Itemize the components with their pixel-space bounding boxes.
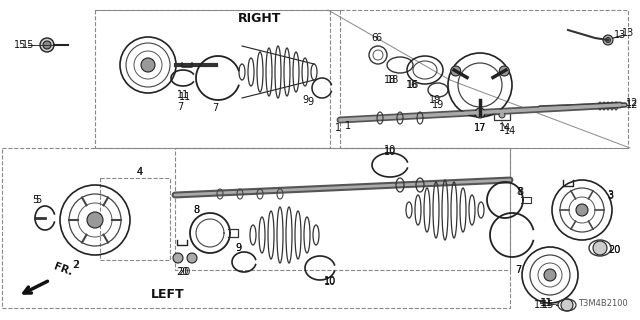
Text: 9: 9 bbox=[235, 243, 241, 253]
Text: 4: 4 bbox=[137, 167, 143, 177]
Circle shape bbox=[499, 112, 505, 118]
Text: 20: 20 bbox=[176, 267, 188, 277]
Text: 12: 12 bbox=[626, 100, 638, 110]
Text: 20: 20 bbox=[608, 245, 620, 255]
Text: 20: 20 bbox=[178, 267, 190, 277]
Text: 15: 15 bbox=[534, 300, 546, 310]
Text: 7: 7 bbox=[212, 103, 218, 113]
Text: 7: 7 bbox=[515, 265, 521, 275]
Circle shape bbox=[576, 204, 588, 216]
Text: LEFT: LEFT bbox=[151, 289, 185, 301]
Text: 8: 8 bbox=[516, 187, 522, 197]
Text: 2: 2 bbox=[73, 260, 79, 270]
Text: 9: 9 bbox=[235, 243, 241, 253]
Circle shape bbox=[544, 269, 556, 281]
Circle shape bbox=[593, 241, 607, 255]
Text: 12: 12 bbox=[626, 98, 638, 108]
Text: 6: 6 bbox=[371, 33, 377, 43]
Text: T3M4B2100: T3M4B2100 bbox=[579, 299, 628, 308]
Text: 16: 16 bbox=[407, 80, 419, 90]
Text: 10: 10 bbox=[384, 145, 396, 155]
Text: 1: 1 bbox=[345, 121, 351, 131]
Text: 14: 14 bbox=[504, 126, 516, 136]
Text: 10: 10 bbox=[324, 277, 336, 287]
Text: 11: 11 bbox=[179, 92, 191, 102]
Circle shape bbox=[603, 35, 613, 45]
Circle shape bbox=[499, 66, 509, 76]
Text: 13: 13 bbox=[614, 30, 626, 40]
Text: 4: 4 bbox=[137, 167, 143, 177]
Text: 9: 9 bbox=[302, 95, 308, 105]
Text: 8: 8 bbox=[517, 187, 523, 197]
Text: 18: 18 bbox=[384, 75, 396, 85]
Text: 19: 19 bbox=[432, 100, 444, 110]
Text: 7: 7 bbox=[177, 102, 183, 112]
Text: 11: 11 bbox=[541, 298, 553, 308]
Circle shape bbox=[187, 253, 197, 263]
Circle shape bbox=[561, 299, 573, 311]
Text: 8: 8 bbox=[193, 205, 199, 215]
Text: 5: 5 bbox=[35, 195, 41, 205]
Circle shape bbox=[451, 66, 461, 76]
Circle shape bbox=[43, 41, 51, 49]
Circle shape bbox=[173, 253, 183, 263]
Text: 8: 8 bbox=[193, 205, 199, 215]
Text: 17: 17 bbox=[474, 123, 486, 133]
Text: RIGHT: RIGHT bbox=[238, 12, 282, 25]
Text: FR.: FR. bbox=[52, 262, 74, 278]
Text: 15: 15 bbox=[14, 40, 26, 50]
Text: 13: 13 bbox=[622, 28, 634, 38]
Circle shape bbox=[87, 212, 103, 228]
Text: 14: 14 bbox=[499, 123, 511, 133]
Text: 6: 6 bbox=[375, 33, 381, 43]
Text: 1: 1 bbox=[335, 123, 341, 133]
Text: 9: 9 bbox=[307, 97, 313, 107]
Text: 10: 10 bbox=[324, 276, 336, 286]
Text: 3: 3 bbox=[607, 191, 613, 201]
Text: 11: 11 bbox=[540, 298, 552, 308]
Circle shape bbox=[475, 108, 485, 118]
Text: 3: 3 bbox=[607, 190, 613, 200]
Text: 15: 15 bbox=[542, 300, 554, 310]
Text: 15: 15 bbox=[22, 40, 34, 50]
Text: 10: 10 bbox=[384, 147, 396, 157]
Text: 16: 16 bbox=[406, 80, 418, 90]
Text: 19: 19 bbox=[429, 95, 441, 105]
Text: 20: 20 bbox=[608, 245, 620, 255]
Text: 17: 17 bbox=[474, 123, 486, 133]
Text: 7: 7 bbox=[515, 265, 521, 275]
Circle shape bbox=[40, 38, 54, 52]
Circle shape bbox=[605, 37, 611, 43]
Text: 5: 5 bbox=[32, 195, 38, 205]
Circle shape bbox=[141, 58, 155, 72]
Text: 18: 18 bbox=[387, 75, 399, 85]
Text: 11: 11 bbox=[177, 90, 189, 100]
Text: 2: 2 bbox=[72, 260, 78, 270]
